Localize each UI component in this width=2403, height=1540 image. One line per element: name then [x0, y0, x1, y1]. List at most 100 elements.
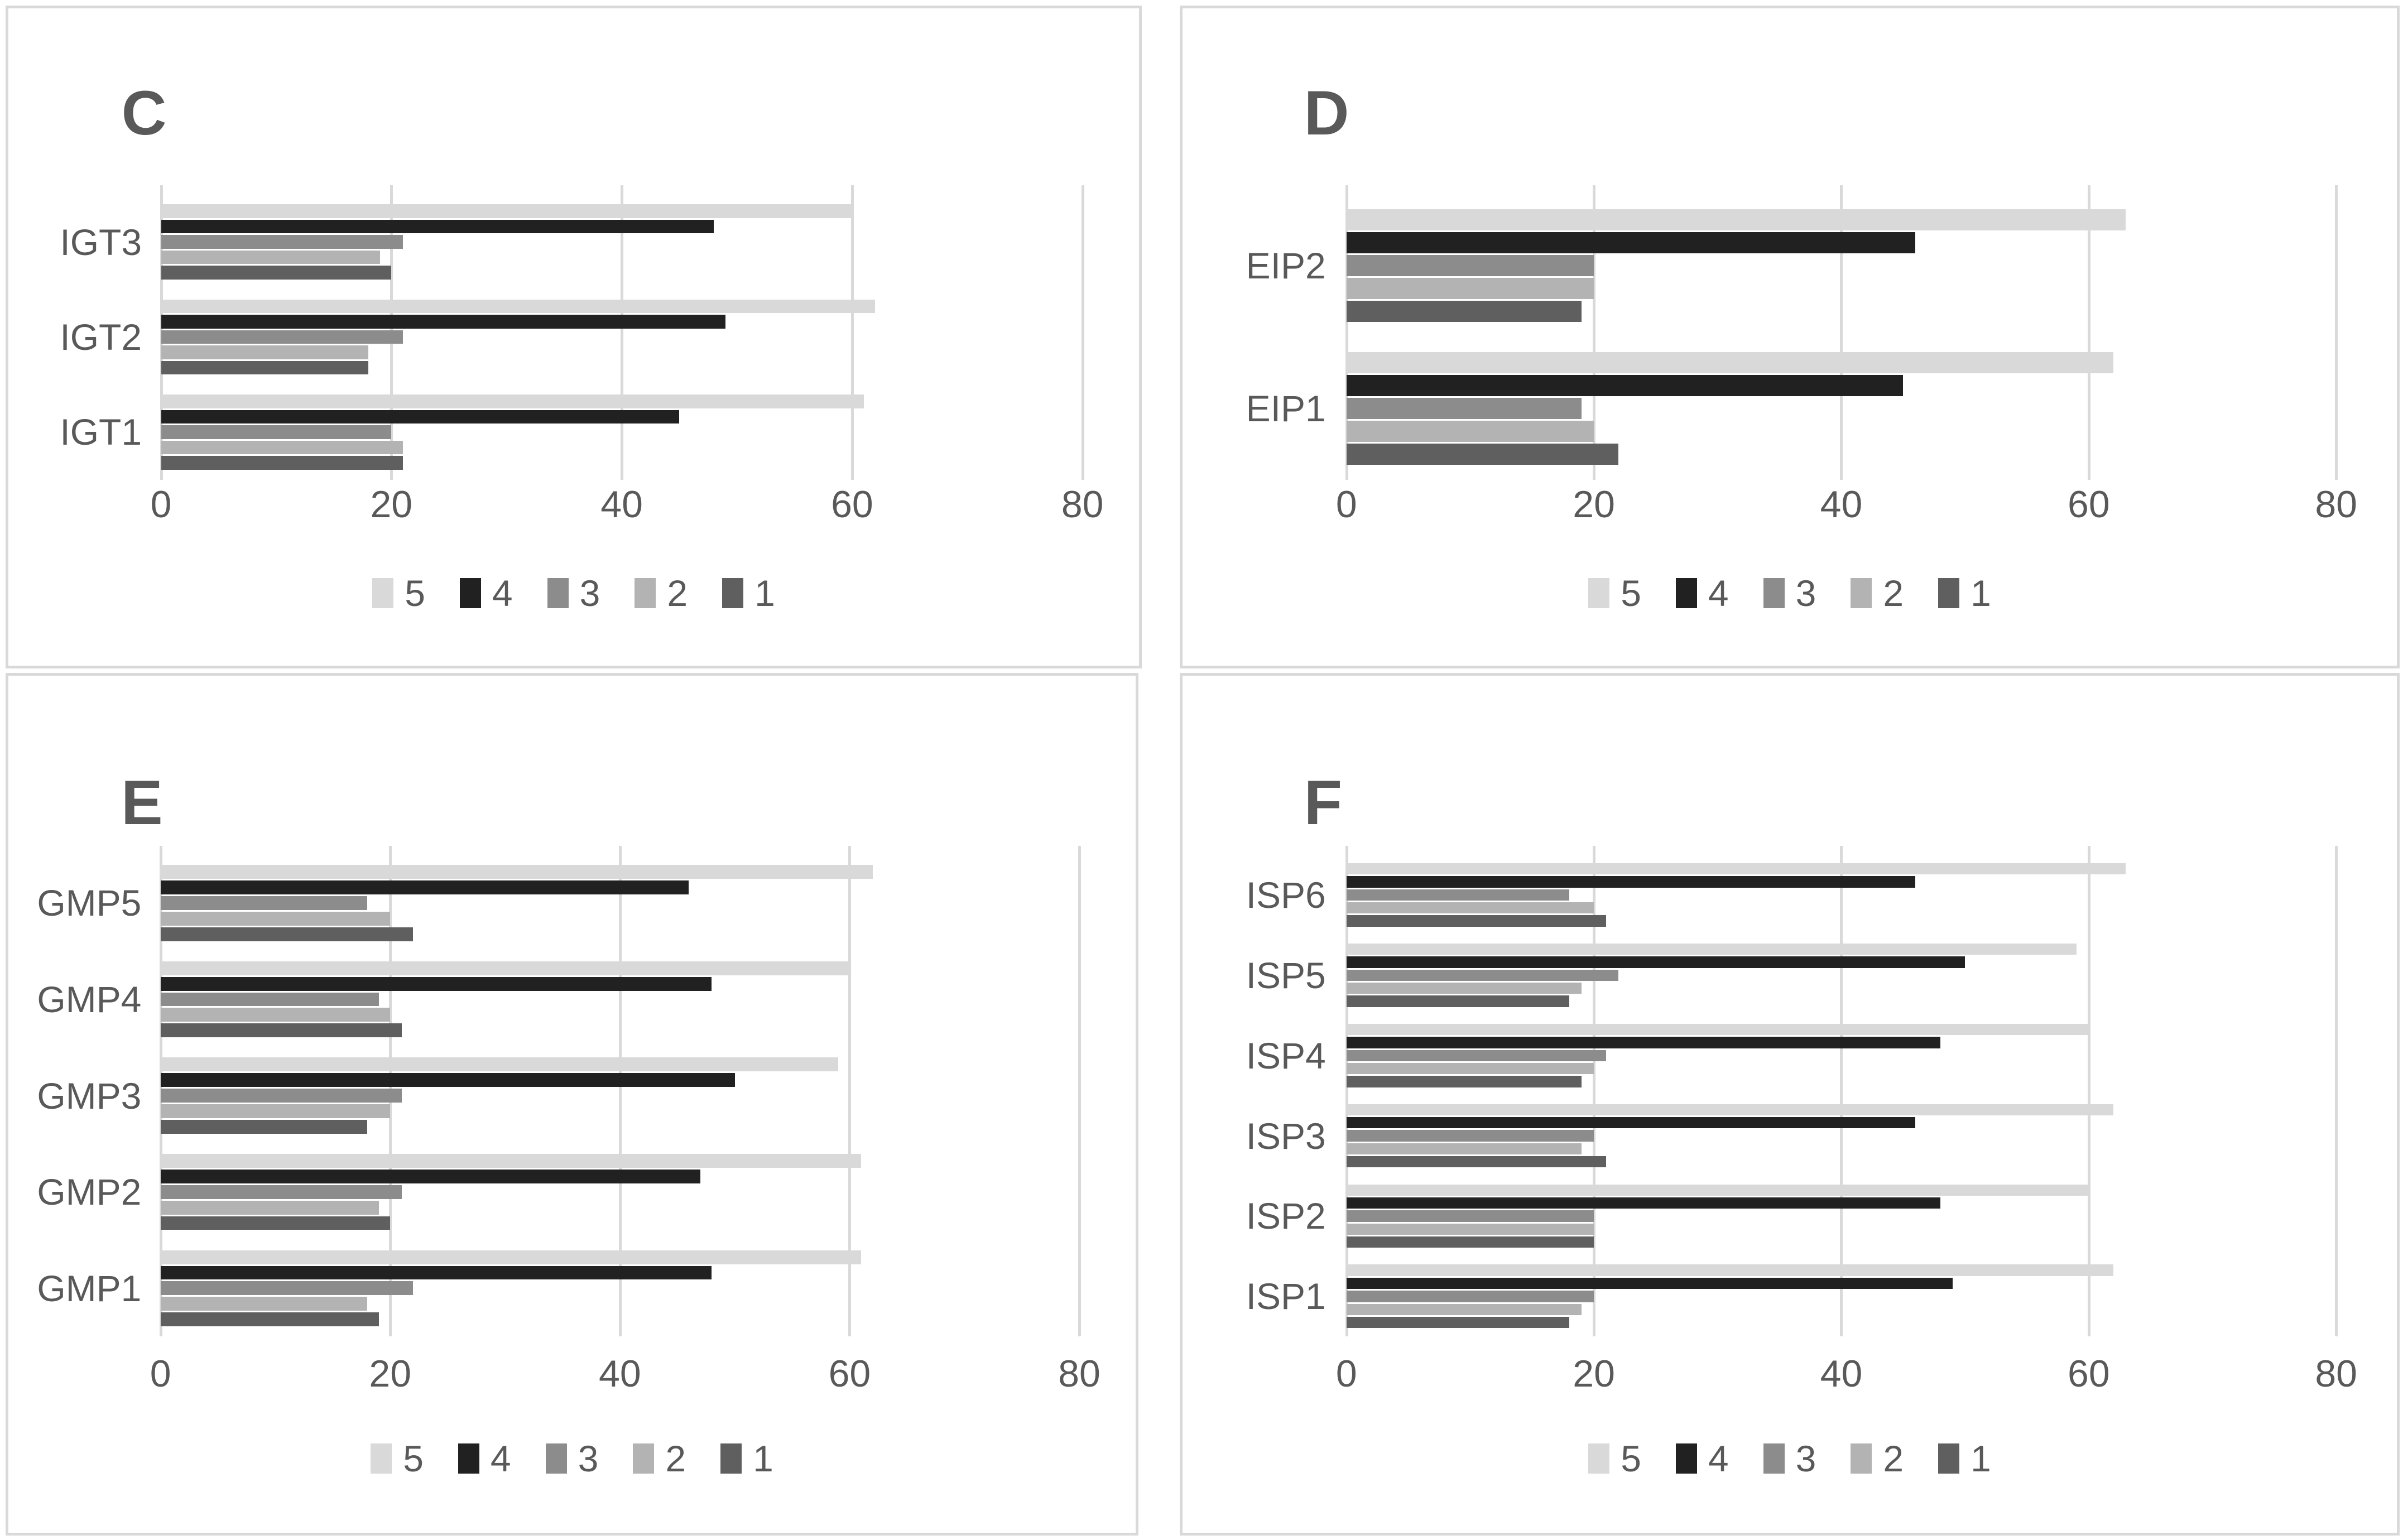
bar-isp5-series-3 [1346, 969, 1619, 981]
bar-cluster-isp5 [1346, 943, 2336, 1007]
bar-isp3-series-4 [1346, 1117, 1916, 1129]
chart-title-f: F [1304, 768, 1343, 838]
legend-swatch-3 [1763, 578, 1785, 609]
x-axis-tick-labels: 0 20 40 60 80 [1336, 1352, 2357, 1405]
bar-cluster-isp2 [1346, 1184, 2336, 1248]
bar-isp6-series-3 [1346, 889, 1569, 901]
gridline-60 [850, 185, 854, 480]
bar-isp3-series-2 [1346, 1143, 1582, 1155]
legend-item-1: 1 [722, 575, 775, 612]
legend-item-2: 2 [1851, 1440, 1904, 1477]
gridline-0 [1345, 185, 1348, 480]
x-axis-tick-labels: 0 20 40 60 80 [150, 1352, 1100, 1405]
bar-cluster-isp4 [1346, 1023, 2336, 1087]
legend-label-3: 3 [578, 1438, 599, 1480]
bar-gmp1-series-5 [160, 1250, 861, 1264]
legend-item-4: 4 [458, 1440, 511, 1477]
bar-igt2-series-1 [161, 360, 369, 375]
x-tick-label-20: 20 [370, 483, 413, 526]
bar-gmp4-series-4 [160, 976, 712, 991]
bar-igt3-series-4 [161, 219, 714, 234]
legend-item-4: 4 [1675, 1440, 1729, 1477]
bar-group-eip2 [1346, 194, 2336, 337]
legend-label-1: 1 [753, 1438, 773, 1480]
x-tick-label-80: 80 [1061, 483, 1104, 526]
legend: 5 4 3 2 1 [1183, 575, 2397, 612]
bar-gmp2-series-3 [160, 1185, 402, 1199]
legend-swatch-3 [547, 578, 569, 609]
plot-area [1345, 185, 2338, 480]
gridline-80 [2335, 846, 2338, 1337]
bar-group-eip1 [1346, 337, 2336, 480]
x-axis-tick-labels: 0 20 40 60 80 [1336, 485, 2357, 536]
bar-eip2-series-1 [1346, 301, 1582, 323]
gridline-80 [2335, 185, 2338, 480]
gridline-20 [1593, 185, 1596, 480]
legend-label-5: 5 [1621, 572, 1641, 614]
bar-eip2-series-4 [1346, 232, 1916, 254]
chart-panel-c: C IGT3 IGT2 IGT1 0 20 40 60 80 5 4 3 2 1 [6, 6, 1142, 668]
legend-swatch-2 [635, 578, 656, 609]
legend-swatch-4 [1675, 578, 1697, 609]
bar-isp6-series-2 [1346, 902, 1594, 914]
bar-gmp4-series-1 [160, 1023, 402, 1038]
bar-group-gmp3 [160, 1047, 1079, 1144]
bar-isp1-series-2 [1346, 1303, 1582, 1315]
gridline-40 [1840, 185, 1843, 480]
legend-item-5: 5 [371, 1440, 424, 1477]
bar-cluster-gmp2 [160, 1154, 1079, 1230]
bar-igt2-series-4 [161, 315, 725, 329]
bar-isp2-series-4 [1346, 1197, 1940, 1209]
gridline-60 [2087, 846, 2090, 1337]
x-tick-label-20: 20 [1573, 1352, 1615, 1395]
bar-igt2-series-5 [161, 299, 876, 314]
legend: 5 4 3 2 1 [8, 575, 1139, 612]
bar-gmp3-series-1 [160, 1119, 368, 1134]
chart-title-c: C [121, 78, 167, 148]
bar-eip1-series-5 [1346, 352, 2114, 373]
legend-item-3: 3 [545, 1438, 599, 1480]
bar-eip1-series-1 [1346, 443, 1619, 465]
bar-group-gmp5 [160, 855, 1079, 951]
category-label-igt3: IGT3 [60, 221, 142, 263]
legend-swatch-3 [1763, 1443, 1785, 1474]
x-tick-label-0: 0 [1335, 1352, 1357, 1395]
bar-cluster-isp1 [1346, 1264, 2336, 1329]
x-tick-label-40: 40 [599, 1352, 641, 1395]
bar-group-isp2 [1346, 1176, 2336, 1257]
legend: 5 4 3 2 1 [1183, 1440, 2397, 1477]
legend-swatch-1 [720, 1443, 742, 1474]
bar-cluster-igt2 [161, 299, 1083, 375]
bar-isp4-series-2 [1346, 1062, 1594, 1075]
bar-gmp1-series-1 [160, 1312, 379, 1327]
bar-cluster-igt3 [161, 204, 1083, 280]
bar-igt3-series-5 [161, 204, 852, 218]
legend-swatch-5 [372, 578, 394, 609]
legend-item-2: 2 [635, 575, 688, 612]
bar-isp5-series-5 [1346, 943, 2077, 955]
bar-isp1-series-4 [1346, 1277, 1953, 1289]
bar-gmp1-series-3 [160, 1281, 414, 1296]
legend-swatch-2 [633, 1443, 655, 1474]
legend-swatch-4 [1675, 1443, 1697, 1474]
bar-gmp3-series-3 [160, 1089, 402, 1103]
category-label-gmp5: GMP5 [37, 882, 142, 924]
legend-item-1: 1 [1938, 1440, 1991, 1477]
chart-title-e: E [121, 768, 163, 838]
bar-isp2-series-1 [1346, 1236, 1594, 1248]
plot-area [159, 846, 1081, 1337]
bar-isp4-series-3 [1346, 1050, 1607, 1061]
x-tick-label-0: 0 [150, 483, 172, 526]
legend-item-4: 4 [459, 575, 513, 612]
legend-swatch-5 [1588, 1443, 1610, 1474]
category-label-isp6: ISP6 [1246, 874, 1326, 916]
category-label-gmp2: GMP2 [37, 1171, 142, 1213]
category-label-gmp1: GMP1 [37, 1267, 142, 1309]
bar-isp3-series-5 [1346, 1104, 2114, 1116]
bar-gmp4-series-3 [160, 992, 379, 1007]
category-label-eip2: EIP2 [1246, 245, 1326, 287]
legend-label-2: 2 [667, 572, 688, 614]
legend-label-2: 2 [1883, 572, 1904, 614]
bar-igt1-series-5 [161, 394, 864, 408]
